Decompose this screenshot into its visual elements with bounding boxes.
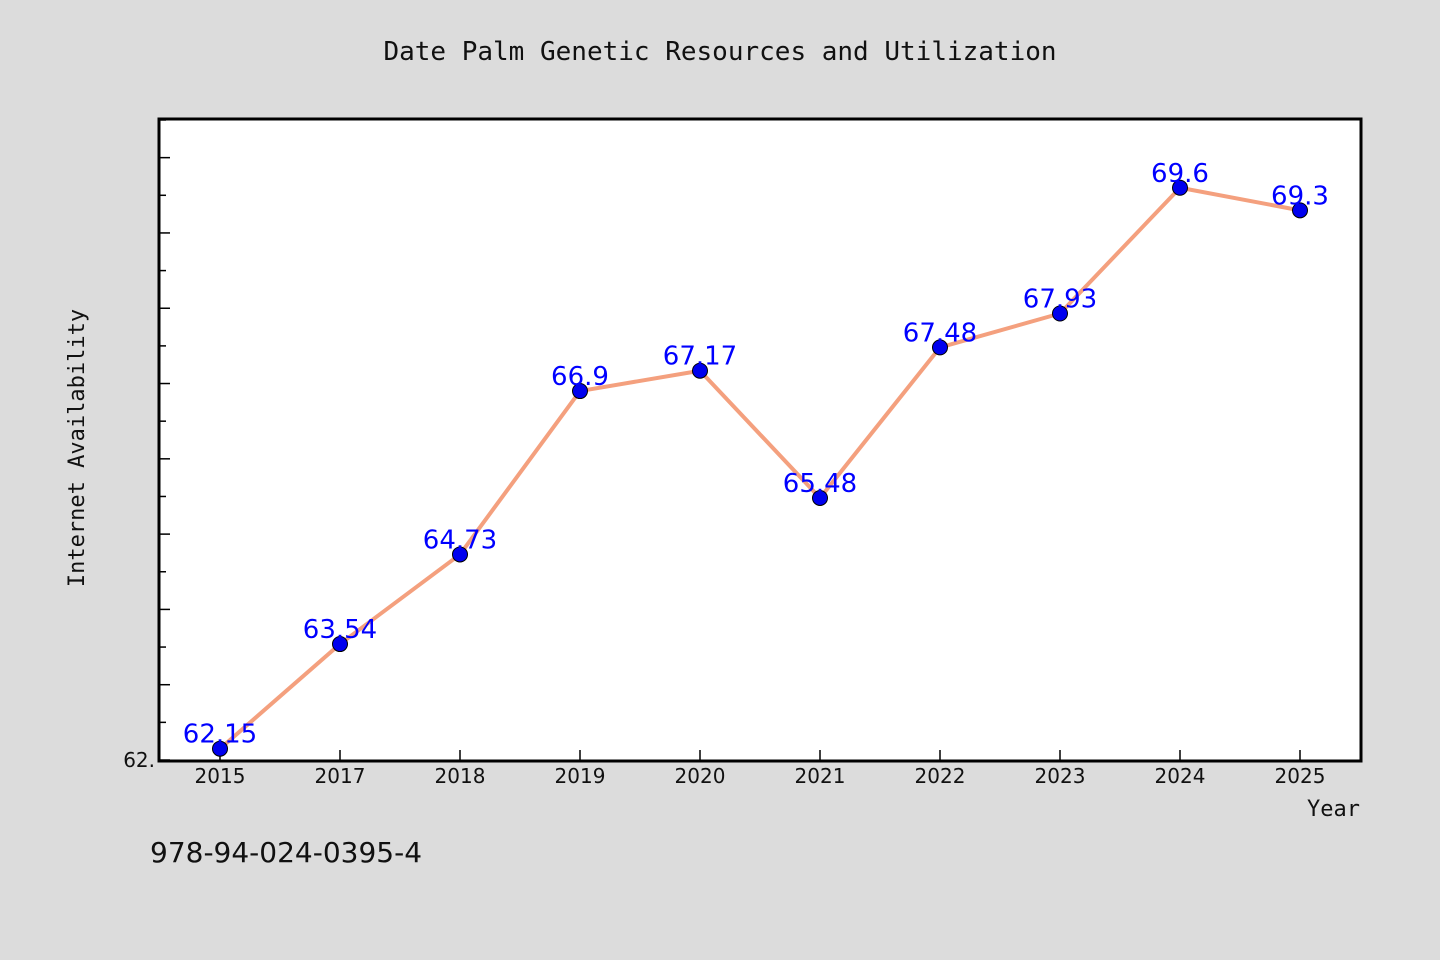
data-point <box>572 383 588 400</box>
y-axis-ticks <box>160 119 170 761</box>
data-label: 64.73 <box>423 525 497 555</box>
data-point <box>1292 202 1308 219</box>
data-point <box>812 489 828 506</box>
x-tick-label: 2020 <box>675 764 726 788</box>
data-label: 67.93 <box>1023 285 1097 315</box>
data-point <box>692 362 708 379</box>
data-label: 67.17 <box>663 342 737 372</box>
plot-area <box>157 117 1363 763</box>
x-tick-label: 2017 <box>315 764 366 788</box>
x-tick-label: 2021 <box>795 764 846 788</box>
data-point <box>212 740 228 757</box>
data-point <box>332 636 348 653</box>
x-tick-label: 2022 <box>915 764 966 788</box>
data-label: 69.6 <box>1151 159 1209 189</box>
x-tick-label: 2019 <box>555 764 606 788</box>
y-tick-label: 62. <box>123 748 155 772</box>
x-axis-ticks: 2015 2017 2018 2019 2020 2021 2022 2023 2024 2025 <box>195 750 1326 788</box>
data-point <box>1052 305 1068 322</box>
x-tick-label: 2023 <box>1035 764 1086 788</box>
series-line <box>218 185 1301 751</box>
isbn-footer: 978-94-024-0395-4 <box>150 836 422 869</box>
data-point <box>452 546 468 563</box>
y-axis-label: Internet Availability <box>65 309 90 587</box>
x-tick-label: 2015 <box>195 764 246 788</box>
data-point <box>1172 179 1188 196</box>
data-label: 65.48 <box>783 469 857 499</box>
x-tick-label: 2018 <box>435 764 486 788</box>
x-tick-label: 2024 <box>1155 764 1206 788</box>
x-axis-label: Year <box>1307 797 1360 822</box>
data-label: 67.48 <box>903 318 977 348</box>
data-label: 62.15 <box>183 720 257 750</box>
x-tick-label: 2025 <box>1275 764 1326 788</box>
chart-title: Date Palm Genetic Resources and Utilizat… <box>383 37 1056 67</box>
data-label: 63.54 <box>303 615 377 645</box>
data-label: 69.3 <box>1271 181 1329 211</box>
data-label: 66.9 <box>551 362 609 392</box>
series-group: 62.15 63.54 64.73 66.9 67.17 65.48 67.48 67.93 6… <box>183 159 1329 757</box>
data-point <box>932 339 948 356</box>
